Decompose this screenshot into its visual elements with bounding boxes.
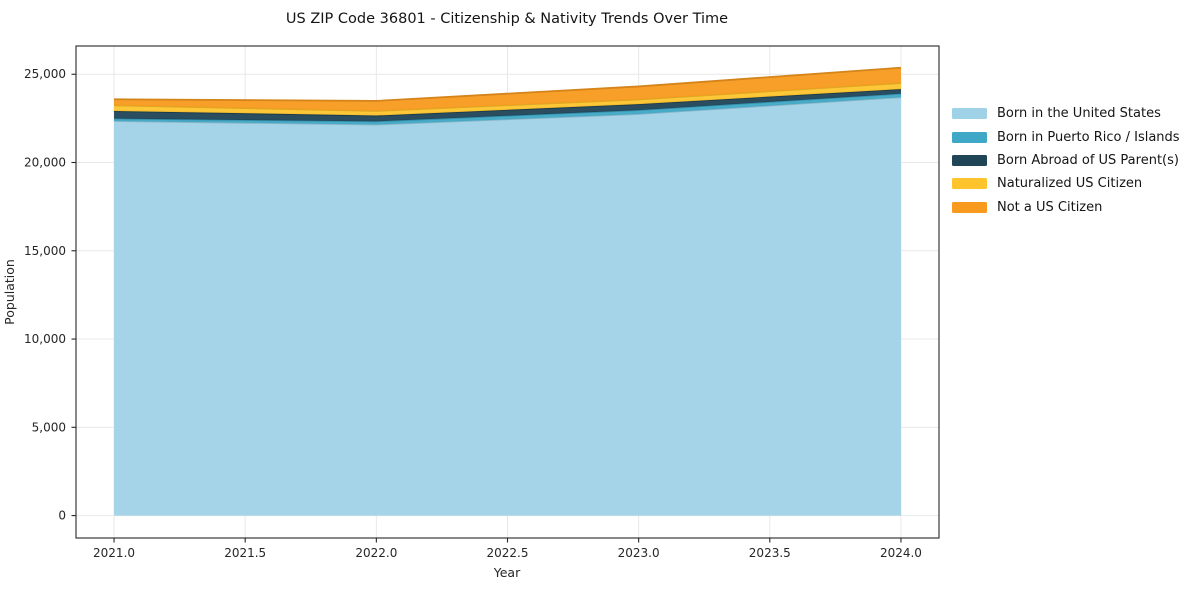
x-tick-label: 2023.0 xyxy=(618,546,660,560)
line-not-a-us-citizen xyxy=(114,66,902,102)
x-tick-label: 2021.5 xyxy=(224,546,266,560)
legend-item-not-a-us-citizen: Not a US Citizen xyxy=(952,196,1180,219)
area-born-in-puerto-rico-islands xyxy=(114,93,901,125)
legend-item-born-in-the-united-states: Born in the United States xyxy=(952,102,1180,125)
legend-swatch-born-in-the-united-states xyxy=(952,108,987,120)
legend-swatch-born-abroad-of-us-parent-s xyxy=(952,154,987,166)
area-born-abroad-of-us-parent-s xyxy=(114,89,901,122)
x-tick-label: 2023.5 xyxy=(749,546,791,560)
legend-label: Born in Puerto Rico / Islands xyxy=(997,129,1180,145)
legend: Born in the United States Born in Puerto … xyxy=(952,102,1180,219)
line-born-in-the-united-states xyxy=(114,96,902,126)
legend-label: Naturalized US Citizen xyxy=(997,176,1143,192)
chart-title: US ZIP Code 36801 - Citizenship & Nativi… xyxy=(286,11,728,27)
y-axis-label: Population xyxy=(2,259,17,325)
x-tick-label: 2022.0 xyxy=(355,546,397,560)
y-tick-label: 10,000 xyxy=(24,332,66,346)
legend-item-born-abroad-of-us-parent-s: Born Abroad of US Parent(s) xyxy=(952,149,1180,172)
x-tick-label: 2021.0 xyxy=(93,546,135,560)
legend-label: Born in the United States xyxy=(997,106,1161,122)
area-not-a-us-citizen xyxy=(114,67,901,111)
legend-label: Not a US Citizen xyxy=(997,199,1103,215)
area-naturalized-us-citizen xyxy=(114,83,901,116)
x-tick-label: 2022.5 xyxy=(487,546,529,560)
legend-swatch-born-in-puerto-rico-islands xyxy=(952,131,987,143)
area-born-in-the-united-states xyxy=(114,97,901,516)
y-tick-label: 15,000 xyxy=(24,244,66,258)
x-axis-label: Year xyxy=(493,565,521,580)
y-tick-label: 0 xyxy=(58,509,66,523)
legend-item-born-in-puerto-rico-islands: Born in Puerto Rico / Islands xyxy=(952,125,1180,148)
legend-item-naturalized-us-citizen: Naturalized US Citizen xyxy=(952,172,1180,195)
legend-swatch-not-a-us-citizen xyxy=(952,201,987,213)
y-tick-label: 20,000 xyxy=(24,156,66,170)
x-tick-label: 2024.0 xyxy=(880,546,922,560)
legend-label: Born Abroad of US Parent(s) xyxy=(997,152,1179,168)
legend-swatch-naturalized-us-citizen xyxy=(952,178,987,190)
y-tick-label: 25,000 xyxy=(24,67,66,81)
y-tick-label: 5,000 xyxy=(32,420,66,434)
